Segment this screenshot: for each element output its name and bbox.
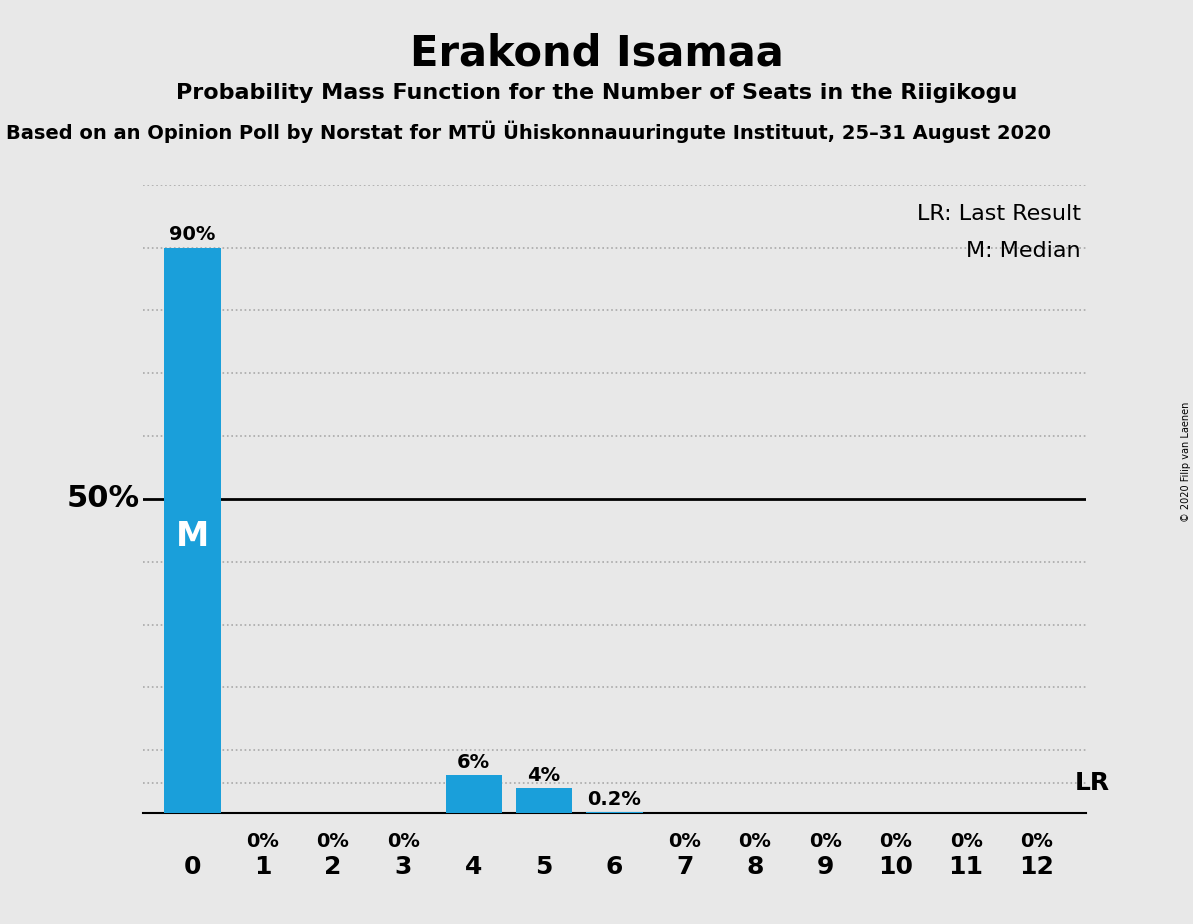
Bar: [515, 788, 573, 813]
Text: 0%: 0%: [316, 832, 350, 851]
Text: 0%: 0%: [387, 832, 420, 851]
Text: LR: Last Result: LR: Last Result: [917, 203, 1081, 224]
Text: 50%: 50%: [67, 484, 140, 514]
Text: 0%: 0%: [668, 832, 701, 851]
Bar: [446, 775, 502, 813]
Bar: [586, 812, 643, 813]
Bar: [165, 248, 221, 813]
Text: Based on an Opinion Poll by Norstat for MTÜ Ühiskonnauuringute Instituut, 25–31 : Based on an Opinion Poll by Norstat for …: [6, 120, 1051, 142]
Text: 4%: 4%: [527, 767, 561, 785]
Text: M: M: [175, 520, 209, 553]
Text: 6%: 6%: [457, 753, 490, 772]
Text: © 2020 Filip van Laenen: © 2020 Filip van Laenen: [1181, 402, 1191, 522]
Text: 0%: 0%: [950, 832, 983, 851]
Text: 0%: 0%: [1020, 832, 1053, 851]
Text: 0%: 0%: [809, 832, 842, 851]
Text: 0%: 0%: [246, 832, 279, 851]
Text: Erakond Isamaa: Erakond Isamaa: [409, 32, 784, 74]
Text: 90%: 90%: [169, 225, 216, 245]
Text: 0.2%: 0.2%: [587, 790, 642, 809]
Text: Probability Mass Function for the Number of Seats in the Riigikogu: Probability Mass Function for the Number…: [175, 83, 1018, 103]
Text: 0%: 0%: [879, 832, 913, 851]
Text: 0%: 0%: [738, 832, 772, 851]
Text: M: Median: M: Median: [966, 241, 1081, 261]
Text: LR: LR: [1075, 771, 1111, 795]
